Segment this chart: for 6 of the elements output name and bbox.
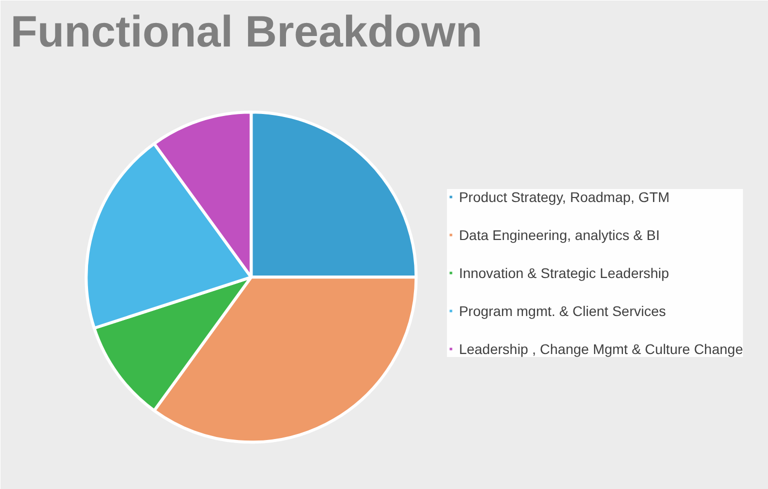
legend-label: Innovation & Strategic Leadership — [458, 264, 670, 280]
legend-label: Program mgmt. & Client Services — [458, 302, 666, 318]
legend-label: Product Strategy, Roadmap, GTM — [458, 188, 670, 204]
legend-label: Leadership , Change Mgmt & Culture Change — [458, 340, 743, 356]
legend-label: Data Engineering, analytics & BI — [458, 226, 660, 242]
chart-title: Functional Breakdown — [10, 8, 482, 56]
